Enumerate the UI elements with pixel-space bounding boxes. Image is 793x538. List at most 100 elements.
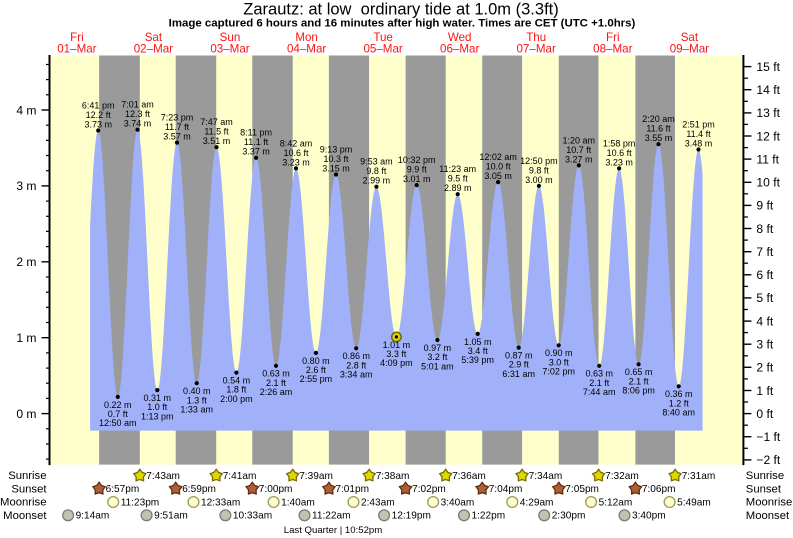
svg-text:7:34am: 7:34am [529,471,563,482]
svg-text:0.65 m: 0.65 m [625,367,653,377]
svg-text:7:02 pm: 7:02 pm [542,367,575,377]
svg-text:07–Mar: 07–Mar [517,42,556,55]
svg-text:10.6 ft: 10.6 ft [283,148,309,158]
svg-text:0.54 m: 0.54 m [223,376,251,386]
svg-text:3:40pm: 3:40pm [632,511,666,522]
svg-text:Sat: Sat [145,31,163,44]
svg-text:7:41am: 7:41am [223,471,257,482]
svg-text:1:13 pm: 1:13 pm [141,411,174,421]
svg-text:9.9 ft: 9.9 ft [407,165,428,175]
svg-text:7 ft: 7 ft [756,245,773,259]
svg-text:11:23pm: 11:23pm [121,497,160,508]
svg-text:Sunset: Sunset [746,483,782,495]
svg-text:3.73 m: 3.73 m [84,119,112,129]
svg-text:6 ft: 6 ft [756,268,773,282]
svg-text:0.97 m: 0.97 m [424,343,452,353]
svg-text:8:06 pm: 8:06 pm [622,386,655,396]
svg-text:12:50 am: 12:50 am [99,418,137,428]
svg-text:5:49am: 5:49am [677,497,711,508]
svg-text:3.01 m: 3.01 m [403,174,431,184]
svg-text:12:02 am: 12:02 am [479,152,517,162]
svg-text:9:13 pm: 9:13 pm [320,144,353,154]
svg-text:3 ft: 3 ft [756,338,773,352]
svg-text:8:40 am: 8:40 am [662,408,695,418]
svg-text:2:20 am: 2:20 am [642,114,675,124]
svg-text:7:32am: 7:32am [605,471,639,482]
svg-text:0.36 m: 0.36 m [665,389,693,399]
svg-text:3.00 m: 3.00 m [525,175,553,185]
svg-text:0.87 m: 0.87 m [505,351,533,361]
svg-text:1.01 m: 1.01 m [383,340,411,350]
svg-text:Moonrise: Moonrise [746,497,792,509]
svg-text:10.7 ft: 10.7 ft [566,145,592,155]
svg-text:01–Mar: 01–Mar [57,42,96,55]
svg-text:5:12am: 5:12am [599,497,633,508]
svg-text:7:23 pm: 7:23 pm [161,113,194,123]
svg-text:2:55 pm: 2:55 pm [300,374,333,384]
svg-text:7:38am: 7:38am [376,471,410,482]
svg-text:7:00pm: 7:00pm [259,484,293,495]
svg-text:8:11 pm: 8:11 pm [240,128,272,138]
svg-text:7:05pm: 7:05pm [565,484,599,495]
svg-text:08–Mar: 08–Mar [593,42,632,55]
svg-text:2.1 ft: 2.1 ft [629,376,650,386]
svg-text:14 ft: 14 ft [756,83,780,97]
svg-text:2.9 ft: 2.9 ft [509,360,530,370]
svg-text:3.57 m: 3.57 m [163,132,191,142]
svg-text:Moonset: Moonset [746,510,790,522]
svg-text:8 ft: 8 ft [756,222,773,236]
svg-text:3.2 ft: 3.2 ft [427,352,448,362]
svg-text:3.15 m: 3.15 m [322,163,350,173]
svg-text:Fri: Fri [606,31,620,44]
svg-text:1:58 pm: 1:58 pm [603,138,636,148]
svg-text:7:43am: 7:43am [146,471,180,482]
svg-text:7:44 am: 7:44 am [583,387,616,397]
svg-text:10 ft: 10 ft [756,176,780,190]
svg-text:02–Mar: 02–Mar [134,42,173,55]
svg-text:7:01 am: 7:01 am [121,100,154,110]
svg-text:2 ft: 2 ft [756,361,773,375]
svg-text:3.51 m: 3.51 m [203,136,231,146]
svg-text:15 ft: 15 ft [756,60,780,74]
svg-text:Sunrise: Sunrise [746,470,784,482]
svg-text:Sun: Sun [220,31,241,44]
svg-text:Mon: Mon [295,31,318,44]
svg-text:1:22pm: 1:22pm [472,511,506,522]
svg-text:12.2 ft: 12.2 ft [86,110,112,120]
svg-text:03–Mar: 03–Mar [210,42,249,55]
svg-text:0.63 m: 0.63 m [585,369,613,379]
svg-text:Wed: Wed [448,31,472,44]
svg-text:1 m: 1 m [16,331,36,345]
svg-text:0 ft: 0 ft [756,407,773,421]
svg-text:5:01 am: 5:01 am [421,361,454,371]
svg-text:6:41 pm: 6:41 pm [82,100,115,110]
svg-text:8:42 am: 8:42 am [280,138,313,148]
svg-text:5:39 pm: 5:39 pm [461,355,494,365]
svg-text:7:31am: 7:31am [682,471,716,482]
svg-text:0.63 m: 0.63 m [262,369,290,379]
svg-text:13 ft: 13 ft [756,106,780,120]
svg-text:09–Mar: 09–Mar [670,42,709,55]
svg-text:3:40am: 3:40am [441,497,475,508]
svg-text:7:47 am: 7:47 am [200,117,233,127]
svg-text:3.48 m: 3.48 m [685,138,713,148]
svg-text:12.3 ft: 12.3 ft [125,109,151,119]
svg-text:2.6 ft: 2.6 ft [306,365,327,375]
svg-text:06–Mar: 06–Mar [440,42,479,55]
svg-text:12 ft: 12 ft [756,129,780,143]
svg-text:2:30pm: 2:30pm [552,511,586,522]
svg-text:3.23 m: 3.23 m [282,157,310,167]
svg-text:6:31 am: 6:31 am [502,369,535,379]
svg-text:12:19pm: 12:19pm [392,511,431,522]
svg-text:3.55 m: 3.55 m [645,133,673,143]
svg-text:10.0 ft: 10.0 ft [486,162,512,172]
svg-text:10.6 ft: 10.6 ft [607,148,633,158]
svg-text:9 ft: 9 ft [756,199,773,213]
svg-text:3.74 m: 3.74 m [124,119,152,129]
svg-text:1.3 ft: 1.3 ft [187,395,208,405]
svg-text:Fri: Fri [70,31,84,44]
svg-text:−2 ft: −2 ft [756,453,781,467]
svg-text:11.6 ft: 11.6 ft [646,124,671,134]
svg-text:3.05 m: 3.05 m [484,171,512,181]
svg-text:10.3 ft: 10.3 ft [323,154,349,164]
